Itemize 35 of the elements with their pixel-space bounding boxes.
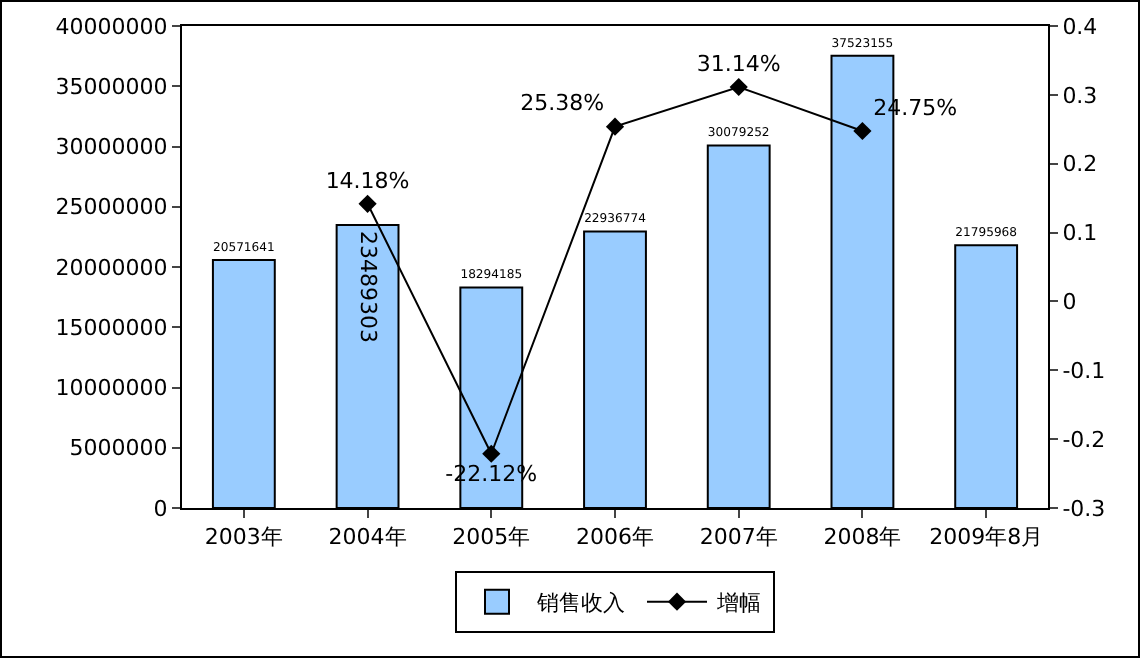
- y2-tick-label: 0.4: [1062, 13, 1098, 40]
- y-tick-label: 30000000: [55, 134, 168, 161]
- point: [729, 77, 748, 97]
- data-label: 25.38%: [520, 90, 605, 117]
- y-tick-label: 5000000: [69, 435, 168, 462]
- point: [482, 444, 501, 463]
- x-tick-label: 2009年8月: [929, 524, 1044, 551]
- x-tick-label: 2006年: [576, 524, 654, 551]
- y-tick-label: 40000000: [55, 13, 168, 40]
- legend-label: 增幅: [715, 590, 761, 617]
- y-tick-label: 10000000: [55, 375, 168, 402]
- y-tick-label: 20000000: [55, 254, 168, 281]
- y-tick-label: 0: [153, 495, 168, 522]
- y2-tick-label: -0.3: [1062, 495, 1106, 522]
- legend-label: 销售收入: [535, 590, 625, 617]
- x-tick-label: 2007年: [699, 524, 778, 551]
- y2-tick-label: -0.2: [1062, 426, 1106, 453]
- y2-tick-label: 0: [1062, 289, 1077, 316]
- y2-tick-label: 0.1: [1062, 220, 1098, 247]
- point: [853, 121, 872, 141]
- y-tick-label: 35000000: [55, 73, 168, 100]
- data-label: 31.14%: [696, 50, 781, 77]
- x-tick-label: 2008年: [823, 524, 902, 551]
- y-tick-label: 15000000: [55, 314, 168, 341]
- x-tick-label: 2005年: [452, 524, 531, 551]
- x-tick-label: 2004年: [328, 524, 407, 551]
- data-label: 14.18%: [325, 167, 410, 194]
- point: [358, 194, 377, 213]
- point: [605, 117, 625, 136]
- data-label: 23489303: [354, 230, 381, 343]
- x-tick-label: 2003年: [204, 524, 283, 551]
- y2-tick-label: 0.3: [1062, 82, 1098, 109]
- y2-tick-label: 0.2: [1062, 151, 1098, 178]
- y2-tick-label: -0.1: [1062, 357, 1106, 384]
- y-tick-label: 25000000: [55, 194, 168, 221]
